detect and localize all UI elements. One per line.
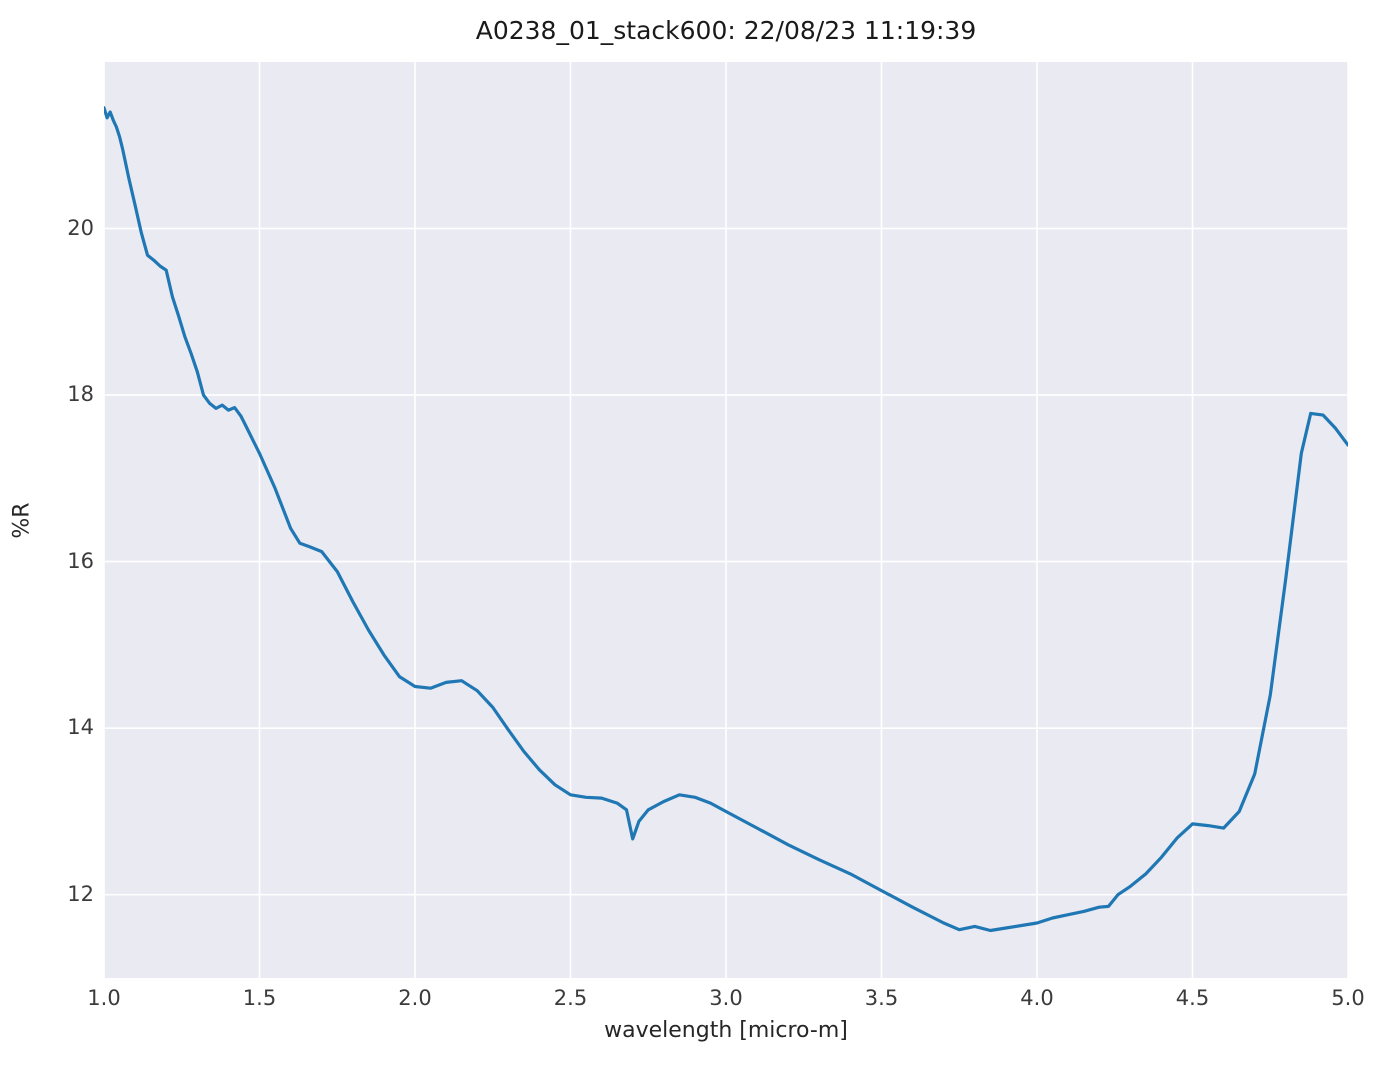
x-tick-label: 2.0: [398, 986, 432, 1010]
y-tick-label: 20: [67, 215, 94, 240]
x-tick-label: 3.5: [864, 986, 899, 1010]
x-tick-label: 3.0: [709, 986, 743, 1010]
chart-plot: [104, 62, 1348, 978]
y-tick-label: 16: [67, 548, 94, 573]
y-axis-label: %R: [9, 502, 35, 539]
x-tick-label: 2.5: [553, 986, 588, 1010]
y-tick-label: 12: [67, 881, 94, 906]
x-tick-label: 1.5: [242, 986, 277, 1010]
chart-title: A0238_01_stack600: 22/08/23 11:19:39: [475, 16, 977, 45]
x-tick-label: 4.0: [1020, 986, 1054, 1010]
series-line: [104, 106, 1348, 933]
y-tick-label: 14: [67, 715, 94, 740]
x-tick-label: 5.0: [1331, 986, 1365, 1010]
y-tick-label: 18: [67, 382, 94, 407]
x-axis-label: wavelength [micro-m]: [604, 1018, 848, 1043]
x-tick-label: 4.5: [1175, 986, 1210, 1010]
x-tick-label: 1.0: [87, 986, 121, 1010]
